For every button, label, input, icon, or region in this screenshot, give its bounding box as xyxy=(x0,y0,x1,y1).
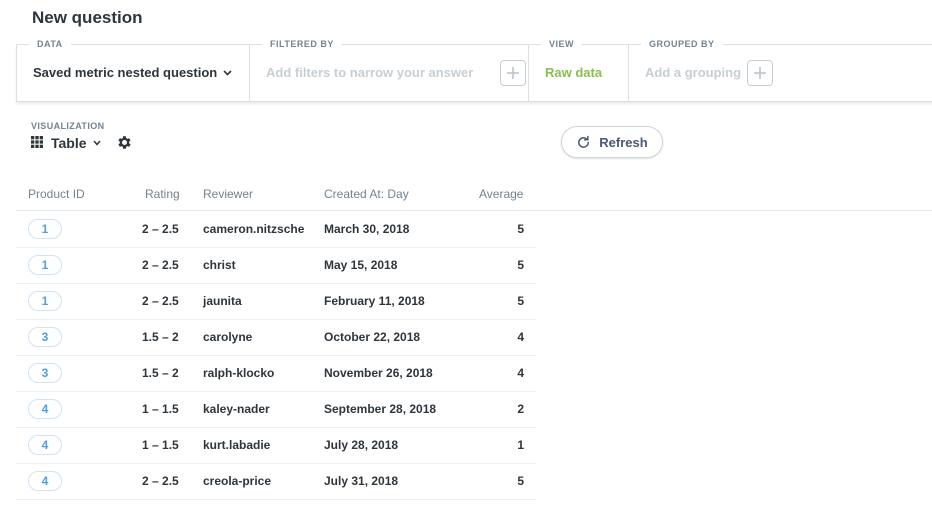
data-source-picker[interactable]: Saved metric nested question xyxy=(33,65,232,80)
refresh-label: Refresh xyxy=(599,134,648,150)
data-section[interactable]: DATA Saved metric nested question xyxy=(17,39,249,101)
table-row: 3 1.5 – 2 ralph-klocko November 26, 2018 4 xyxy=(16,355,536,392)
chevron-down-icon xyxy=(223,68,232,79)
created-at-cell[interactable]: September 28, 2018 xyxy=(324,402,437,416)
add-grouping-placeholder[interactable]: Add a grouping xyxy=(645,65,742,80)
created-at-cell[interactable]: February 11, 2018 xyxy=(324,294,425,308)
reviewer-cell[interactable]: creola-price xyxy=(203,474,272,488)
page-title: New question xyxy=(32,8,143,27)
reviewer-cell[interactable]: christ xyxy=(203,258,236,272)
rating-cell[interactable]: 1 – 1.5 xyxy=(142,438,179,452)
add-filter-placeholder[interactable]: Add filters to narrow your answer xyxy=(266,65,474,80)
refresh-icon xyxy=(578,135,590,148)
product-id-pill[interactable]: 4 xyxy=(28,471,62,491)
average-cell[interactable]: 5 xyxy=(517,294,524,308)
grouped-by-label: GROUPED BY xyxy=(641,39,723,49)
reviewer-cell[interactable]: kurt.labadie xyxy=(203,438,271,452)
table-header-divider xyxy=(16,210,932,211)
section-divider xyxy=(249,45,250,101)
rating-cell[interactable]: 2 – 2.5 xyxy=(142,474,179,488)
column-header-reviewer[interactable]: Reviewer xyxy=(203,187,254,201)
column-header-created-at[interactable]: Created At: Day xyxy=(324,187,409,201)
refresh-button[interactable]: Refresh xyxy=(561,126,663,158)
section-divider xyxy=(528,45,529,101)
grouped-by-section: GROUPED BY Add a grouping xyxy=(629,39,932,101)
plus-icon xyxy=(754,67,766,79)
average-cell[interactable]: 5 xyxy=(517,258,524,272)
data-source-name: Saved metric nested question xyxy=(33,65,218,80)
view-mode-raw-data[interactable]: Raw data xyxy=(545,65,603,80)
table-row: 1 2 – 2.5 cameron.nitzsche March 30, 2018 5 xyxy=(16,211,536,248)
table-row: 4 1 – 1.5 kurt.labadie July 28, 2018 1 xyxy=(16,427,536,464)
reviewer-cell[interactable]: kaley-nader xyxy=(203,402,270,416)
rating-cell[interactable]: 2 – 2.5 xyxy=(142,222,179,236)
average-cell[interactable]: 1 xyxy=(517,438,524,452)
created-at-cell[interactable]: July 31, 2018 xyxy=(324,474,399,488)
data-section-label: DATA xyxy=(29,39,71,49)
reviewer-cell[interactable]: jaunita xyxy=(203,294,242,308)
column-header-average[interactable]: Average xyxy=(479,187,524,201)
product-id-pill[interactable]: 3 xyxy=(28,363,62,383)
view-section[interactable]: VIEW Raw data xyxy=(529,39,628,101)
table-row: 4 2 – 2.5 creola-price July 31, 2018 5 xyxy=(16,463,536,500)
table-row: 3 1.5 – 2 carolyne October 22, 2018 4 xyxy=(16,319,536,356)
created-at-cell[interactable]: May 15, 2018 xyxy=(324,258,398,272)
column-header-product-id[interactable]: Product ID xyxy=(28,187,85,201)
add-grouping-button[interactable] xyxy=(747,60,773,86)
created-at-cell[interactable]: March 30, 2018 xyxy=(324,222,410,236)
table-grid-icon xyxy=(31,135,43,151)
plus-icon xyxy=(507,67,519,79)
product-id-pill[interactable]: 4 xyxy=(28,399,62,419)
created-at-cell[interactable]: October 22, 2018 xyxy=(324,330,421,344)
product-id-pill[interactable]: 1 xyxy=(28,255,62,275)
table-row: 4 1 – 1.5 kaley-nader September 28, 2018 2 xyxy=(16,391,536,428)
visualization-label: VISUALIZATION xyxy=(31,121,105,131)
query-builder-bar: DATA Saved metric nested question FILTER… xyxy=(16,39,932,102)
average-cell[interactable]: 5 xyxy=(517,474,524,488)
rating-cell[interactable]: 1.5 – 2 xyxy=(142,330,179,344)
section-divider xyxy=(628,45,629,101)
rating-cell[interactable]: 1 – 1.5 xyxy=(142,402,179,416)
filtered-by-label: FILTERED BY xyxy=(262,39,342,49)
average-cell[interactable]: 5 xyxy=(517,222,524,236)
gear-icon[interactable] xyxy=(116,134,133,156)
average-cell[interactable]: 4 xyxy=(517,366,524,380)
created-at-cell[interactable]: July 28, 2018 xyxy=(324,438,399,452)
column-header-rating[interactable]: Rating xyxy=(145,187,180,201)
product-id-pill[interactable]: 1 xyxy=(28,219,62,239)
created-at-cell[interactable]: November 26, 2018 xyxy=(324,366,433,380)
view-label: VIEW xyxy=(541,39,583,49)
average-cell[interactable]: 2 xyxy=(517,402,524,416)
reviewer-cell[interactable]: ralph-klocko xyxy=(203,366,275,380)
product-id-pill[interactable]: 1 xyxy=(28,291,62,311)
reviewer-cell[interactable]: carolyne xyxy=(203,330,253,344)
product-id-pill[interactable]: 3 xyxy=(28,327,62,347)
rating-cell[interactable]: 2 – 2.5 xyxy=(142,294,179,308)
visualization-picker[interactable]: Table xyxy=(31,135,101,151)
add-filter-button[interactable] xyxy=(500,60,526,86)
filtered-by-section: FILTERED BY Add filters to narrow your a… xyxy=(250,39,528,101)
average-cell[interactable]: 4 xyxy=(517,330,524,344)
rating-cell[interactable]: 1.5 – 2 xyxy=(142,366,179,380)
table-row: 1 2 – 2.5 jaunita February 11, 2018 5 xyxy=(16,283,536,320)
table-row: 1 2 – 2.5 christ May 15, 2018 5 xyxy=(16,247,536,284)
visualization-type-label: Table xyxy=(51,135,87,151)
reviewer-cell[interactable]: cameron.nitzsche xyxy=(203,222,305,236)
chevron-down-icon xyxy=(92,138,101,149)
product-id-pill[interactable]: 4 xyxy=(28,435,62,455)
rating-cell[interactable]: 2 – 2.5 xyxy=(142,258,179,272)
